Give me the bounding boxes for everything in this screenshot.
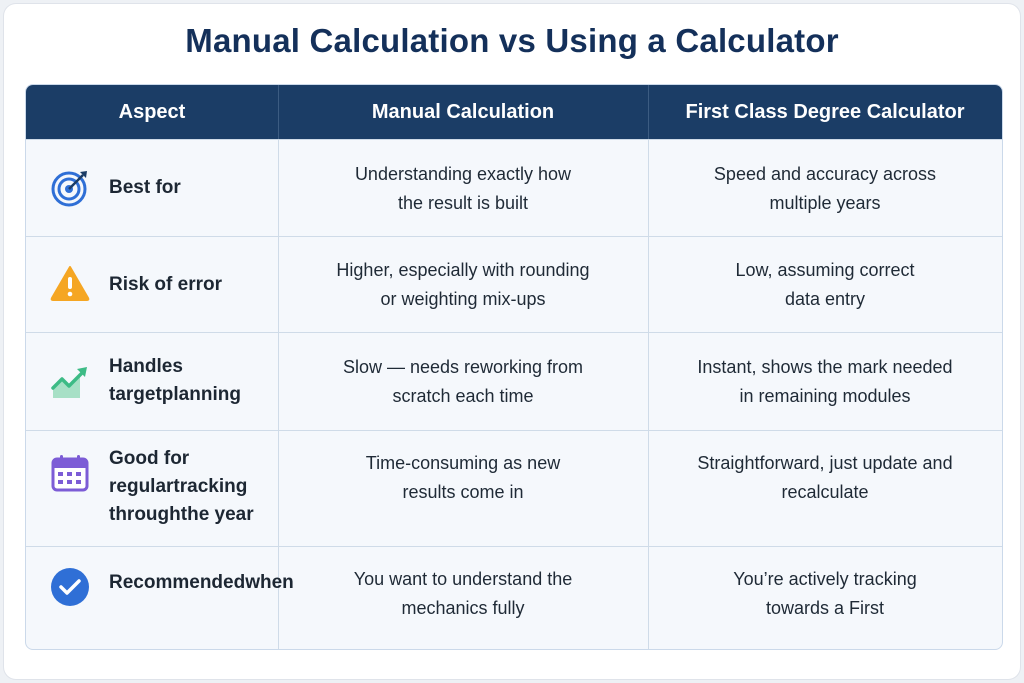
manual-cell: You want to understand the mechanics full… (353, 568, 573, 618)
calculator-cell: Instant, shows the mark needed in remaini… (697, 357, 953, 406)
aspect-cell: Good for regulartracking throughthe year (26, 431, 278, 547)
comparison-table: Aspect Manual Calculation First Class De… (25, 84, 1003, 650)
manual-cell: Understanding exactly how the result is b… (354, 163, 572, 213)
check-circle-icon (48, 565, 92, 609)
calculator-cell: Straightforward, just update and recalcul… (697, 453, 953, 502)
table-row: Best for Understanding exactly how the re… (26, 139, 1002, 237)
aspect-label: Recommendedwhen (109, 572, 294, 593)
header-manual: Manual Calculation (371, 101, 555, 123)
header-calculator: First Class Degree Calculator (685, 101, 965, 123)
page-title: Manual Calculation vs Using a Calculator (185, 22, 839, 59)
calculator-cell: Speed and accuracy across multiple years (713, 163, 937, 213)
table-row: Handles targetplanning Slow — needs rewo… (26, 332, 1002, 431)
aspect-cell: Recommendedwhen (26, 547, 294, 649)
manual-cell: Time-consuming as new results come in (365, 453, 561, 502)
manual-cell: Slow — needs reworking from scratch each … (342, 357, 584, 406)
trend-up-icon (48, 360, 92, 404)
table-row: Good for regulartracking throughthe year… (26, 430, 1002, 547)
header-aspect: Aspect (118, 101, 186, 123)
manual-cell: Higher, especially with rounding or weigh… (336, 260, 590, 309)
aspect-cell: Risk of error (26, 237, 278, 333)
aspect-label: Best for (109, 177, 181, 198)
aspect-label: Good for regulartracking throughthe year (109, 448, 254, 525)
aspect-cell: Handles targetplanning (26, 333, 278, 431)
aspect-label: Risk of error (109, 274, 222, 295)
calculator-cell: You’re actively tracking towards a First (733, 568, 917, 618)
aspect-cell: Best for (26, 140, 278, 237)
table-row: Risk of error Higher, especially with ro… (26, 236, 1002, 333)
table-header: Aspect Manual Calculation First Class De… (26, 85, 1002, 139)
warning-icon (48, 261, 92, 305)
aspect-label: Handles targetplanning (109, 356, 241, 405)
calendar-icon (48, 451, 92, 495)
target-icon (48, 166, 92, 210)
calculator-cell: Low, assuming correct data entry (735, 260, 915, 309)
table-row: Recommendedwhen You want to understand t… (26, 546, 1002, 649)
